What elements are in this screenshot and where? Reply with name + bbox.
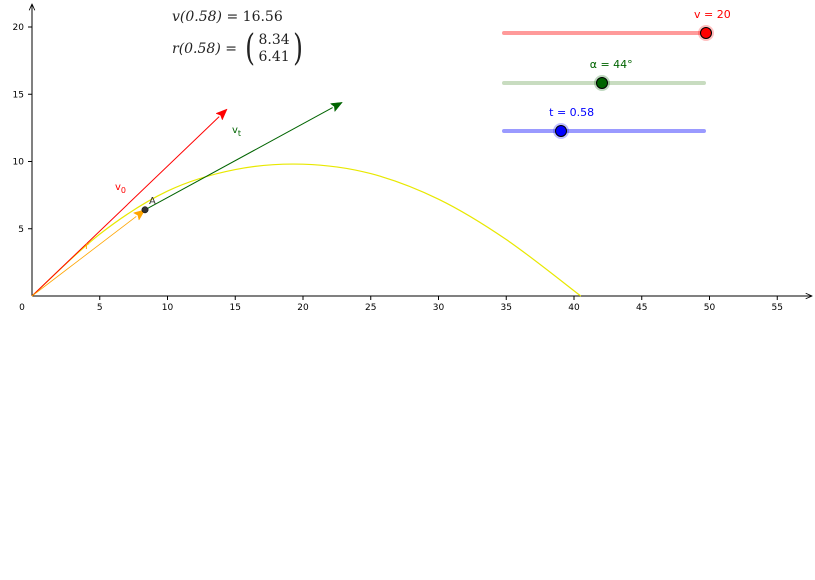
velocity-lhs: v(0.58) <box>172 9 223 25</box>
x-tick-label: 0 <box>19 303 25 313</box>
vector-v0-head <box>215 108 228 121</box>
velocity-value: 16.56 <box>242 9 283 25</box>
speed-slider-track[interactable] <box>502 31 706 35</box>
time-slider-track[interactable] <box>502 129 706 133</box>
vector-label-sub-v0: 0 <box>121 186 126 195</box>
position-vector: ( 8.34 6.41 ) <box>243 31 304 67</box>
position-lhs: r(0.58) <box>172 41 221 57</box>
time-slider-label: t = 0.58 <box>549 106 595 119</box>
vector-label-v0: v0 <box>115 182 126 195</box>
position-y-value: 6.41 <box>258 49 290 65</box>
x-tick-label: 10 <box>162 303 174 313</box>
point-a <box>141 206 149 214</box>
x-tick-label: 5 <box>97 303 103 313</box>
x-tick-label: 40 <box>568 303 580 313</box>
vector-vt-head <box>329 102 343 113</box>
y-tick-label: 15 <box>13 90 24 100</box>
x-tick-label: 50 <box>704 303 716 313</box>
x-tick-label: 55 <box>772 303 783 313</box>
vector-r-line <box>31 216 137 297</box>
vector-label-r: r <box>85 241 90 252</box>
vector-v0-line <box>31 116 220 297</box>
x-tick-label: 35 <box>501 303 512 313</box>
y-tick-label: 5 <box>18 225 24 235</box>
x-tick-label: 15 <box>230 303 241 313</box>
time-slider[interactable]: t = 0.58 <box>502 106 714 146</box>
y-tick-label: 10 <box>13 158 25 168</box>
right-paren: ) <box>292 28 303 69</box>
x-tick-label: 25 <box>365 303 376 313</box>
time-slider-handle[interactable] <box>555 125 568 137</box>
x-tick-label: 45 <box>636 303 647 313</box>
vector-r-head <box>132 209 146 221</box>
speed-slider-handle[interactable] <box>700 27 712 39</box>
vector-label-vt: vt <box>232 125 241 138</box>
x-tick-label: 20 <box>297 303 309 313</box>
left-paren: ( <box>245 28 256 69</box>
speed-slider[interactable]: v = 20 <box>502 8 731 48</box>
velocity-eq: = <box>222 9 243 25</box>
angle-slider-handle[interactable] <box>595 77 608 89</box>
trajectory-curve <box>31 163 582 297</box>
position-x-value: 8.34 <box>258 32 290 48</box>
y-tick-label: 20 <box>13 23 25 33</box>
angle-slider-label: α = 44° <box>589 58 633 71</box>
x-tick-label: 30 <box>433 303 445 313</box>
vector-label-sub-vt: t <box>238 129 241 138</box>
point-a-label: A <box>149 196 156 207</box>
position-vector-values: 8.34 6.41 <box>257 32 290 66</box>
angle-slider[interactable]: α = 44° <box>502 58 714 98</box>
speed-slider-label: v = 20 <box>694 8 731 21</box>
position-formula: r(0.58) = ( 8.34 6.41 ) <box>172 31 305 67</box>
velocity-formula: v(0.58) = 16.56 <box>172 9 283 25</box>
position-eq: = <box>220 41 242 57</box>
vector-vt-line <box>144 107 333 211</box>
